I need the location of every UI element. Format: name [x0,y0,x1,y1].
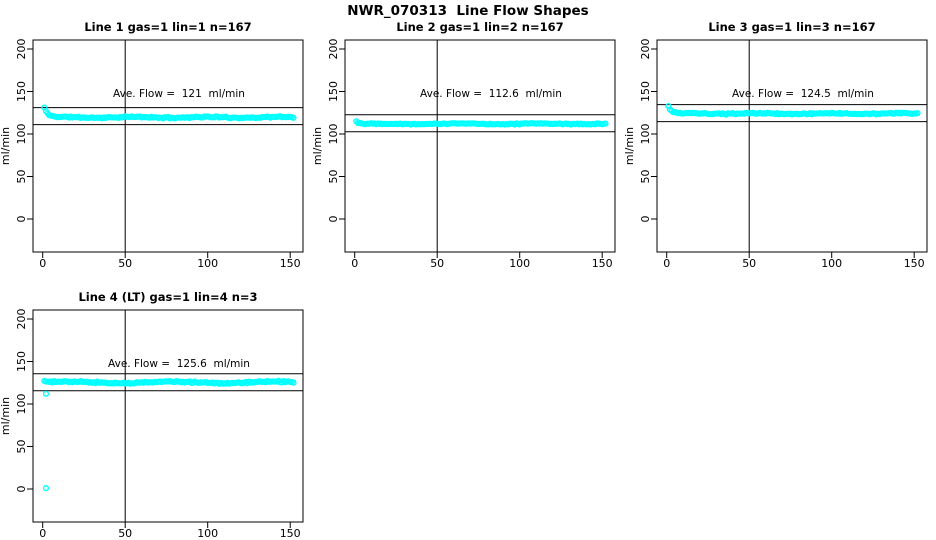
svg-text:0: 0 [15,216,28,223]
svg-text:0: 0 [663,257,670,270]
svg-text:200: 200 [15,309,28,330]
svg-text:200: 200 [327,39,340,60]
plot-line-3: 0 50 100 150 200 ml/min 0 50 100 150 [624,39,928,270]
panel-line-1: 0 50 100 150 200 ml/min 0 50 100 150 Line 1 gas=1… [0,0,312,270]
panel-line-4: 0 50 100 150 200 ml/min 0 50 100 150 Line 4 (LT) … [0,270,312,540]
svg-text:100: 100 [509,257,530,270]
plot-line-1: 0 50 100 150 200 ml/min 0 50 100 150 [0,39,304,270]
svg-text:50: 50 [327,170,340,184]
svg-text:ml/min: ml/min [624,127,636,165]
svg-text:50: 50 [118,257,132,270]
svg-text:150: 150 [639,81,652,102]
svg-text:100: 100 [15,394,28,415]
svg-text:150: 150 [15,351,28,372]
ave-flow-annotation-line-1: Ave. Flow = 121 ml/min [113,88,245,100]
svg-text:0: 0 [39,527,46,540]
svg-text:ml/min: ml/min [0,127,12,165]
panel-title-line-1: Line 1 gas=1 lin=1 n=167 [84,20,252,34]
panel-title-line-3: Line 3 gas=1 lin=3 n=167 [708,20,876,34]
svg-text:100: 100 [327,124,340,145]
svg-text:200: 200 [15,39,28,60]
svg-text:100: 100 [639,124,652,145]
svg-text:50: 50 [15,170,28,184]
figure-title: NWR_070313 Line Flow Shapes [347,3,589,19]
svg-text:150: 150 [327,81,340,102]
ave-flow-annotation-line-2: Ave. Flow = 112.6 ml/min [420,88,562,100]
ave-flow-annotation-line-3: Ave. Flow = 124.5 ml/min [732,88,874,100]
plot-line-2: 0 50 100 150 200 ml/min 0 50 100 150 [312,39,616,270]
svg-text:100: 100 [15,124,28,145]
svg-text:150: 150 [904,257,925,270]
plot-line-4: 0 50 100 150 200 ml/min 0 50 100 150 [0,309,304,540]
svg-text:0: 0 [15,486,28,493]
panel-line-3: 0 50 100 150 200 ml/min 0 50 100 150 Line 3 gas=1… [624,0,936,270]
svg-text:50: 50 [15,440,28,454]
svg-text:50: 50 [639,170,652,184]
svg-text:0: 0 [327,216,340,223]
ave-flow-annotation-line-4: Ave. Flow = 125.6 ml/min [108,358,250,370]
svg-text:0: 0 [351,257,358,270]
svg-text:ml/min: ml/min [312,127,324,165]
svg-text:150: 150 [592,257,613,270]
svg-text:50: 50 [742,257,756,270]
svg-text:150: 150 [15,81,28,102]
svg-text:100: 100 [197,257,218,270]
panel-line-2: 0 50 100 150 200 ml/min 0 50 100 150 Line 2 gas=1… [312,0,624,270]
svg-text:150: 150 [280,257,301,270]
svg-text:150: 150 [280,527,301,540]
svg-text:0: 0 [39,257,46,270]
panel-title-line-2: Line 2 gas=1 lin=2 n=167 [396,20,564,34]
svg-text:50: 50 [430,257,444,270]
svg-text:0: 0 [639,216,652,223]
svg-text:100: 100 [197,527,218,540]
svg-text:200: 200 [639,39,652,60]
svg-text:100: 100 [821,257,842,270]
svg-text:50: 50 [118,527,132,540]
svg-text:ml/min: ml/min [0,397,12,435]
panel-title-line-4: Line 4 (LT) gas=1 lin=4 n=3 [78,290,258,304]
